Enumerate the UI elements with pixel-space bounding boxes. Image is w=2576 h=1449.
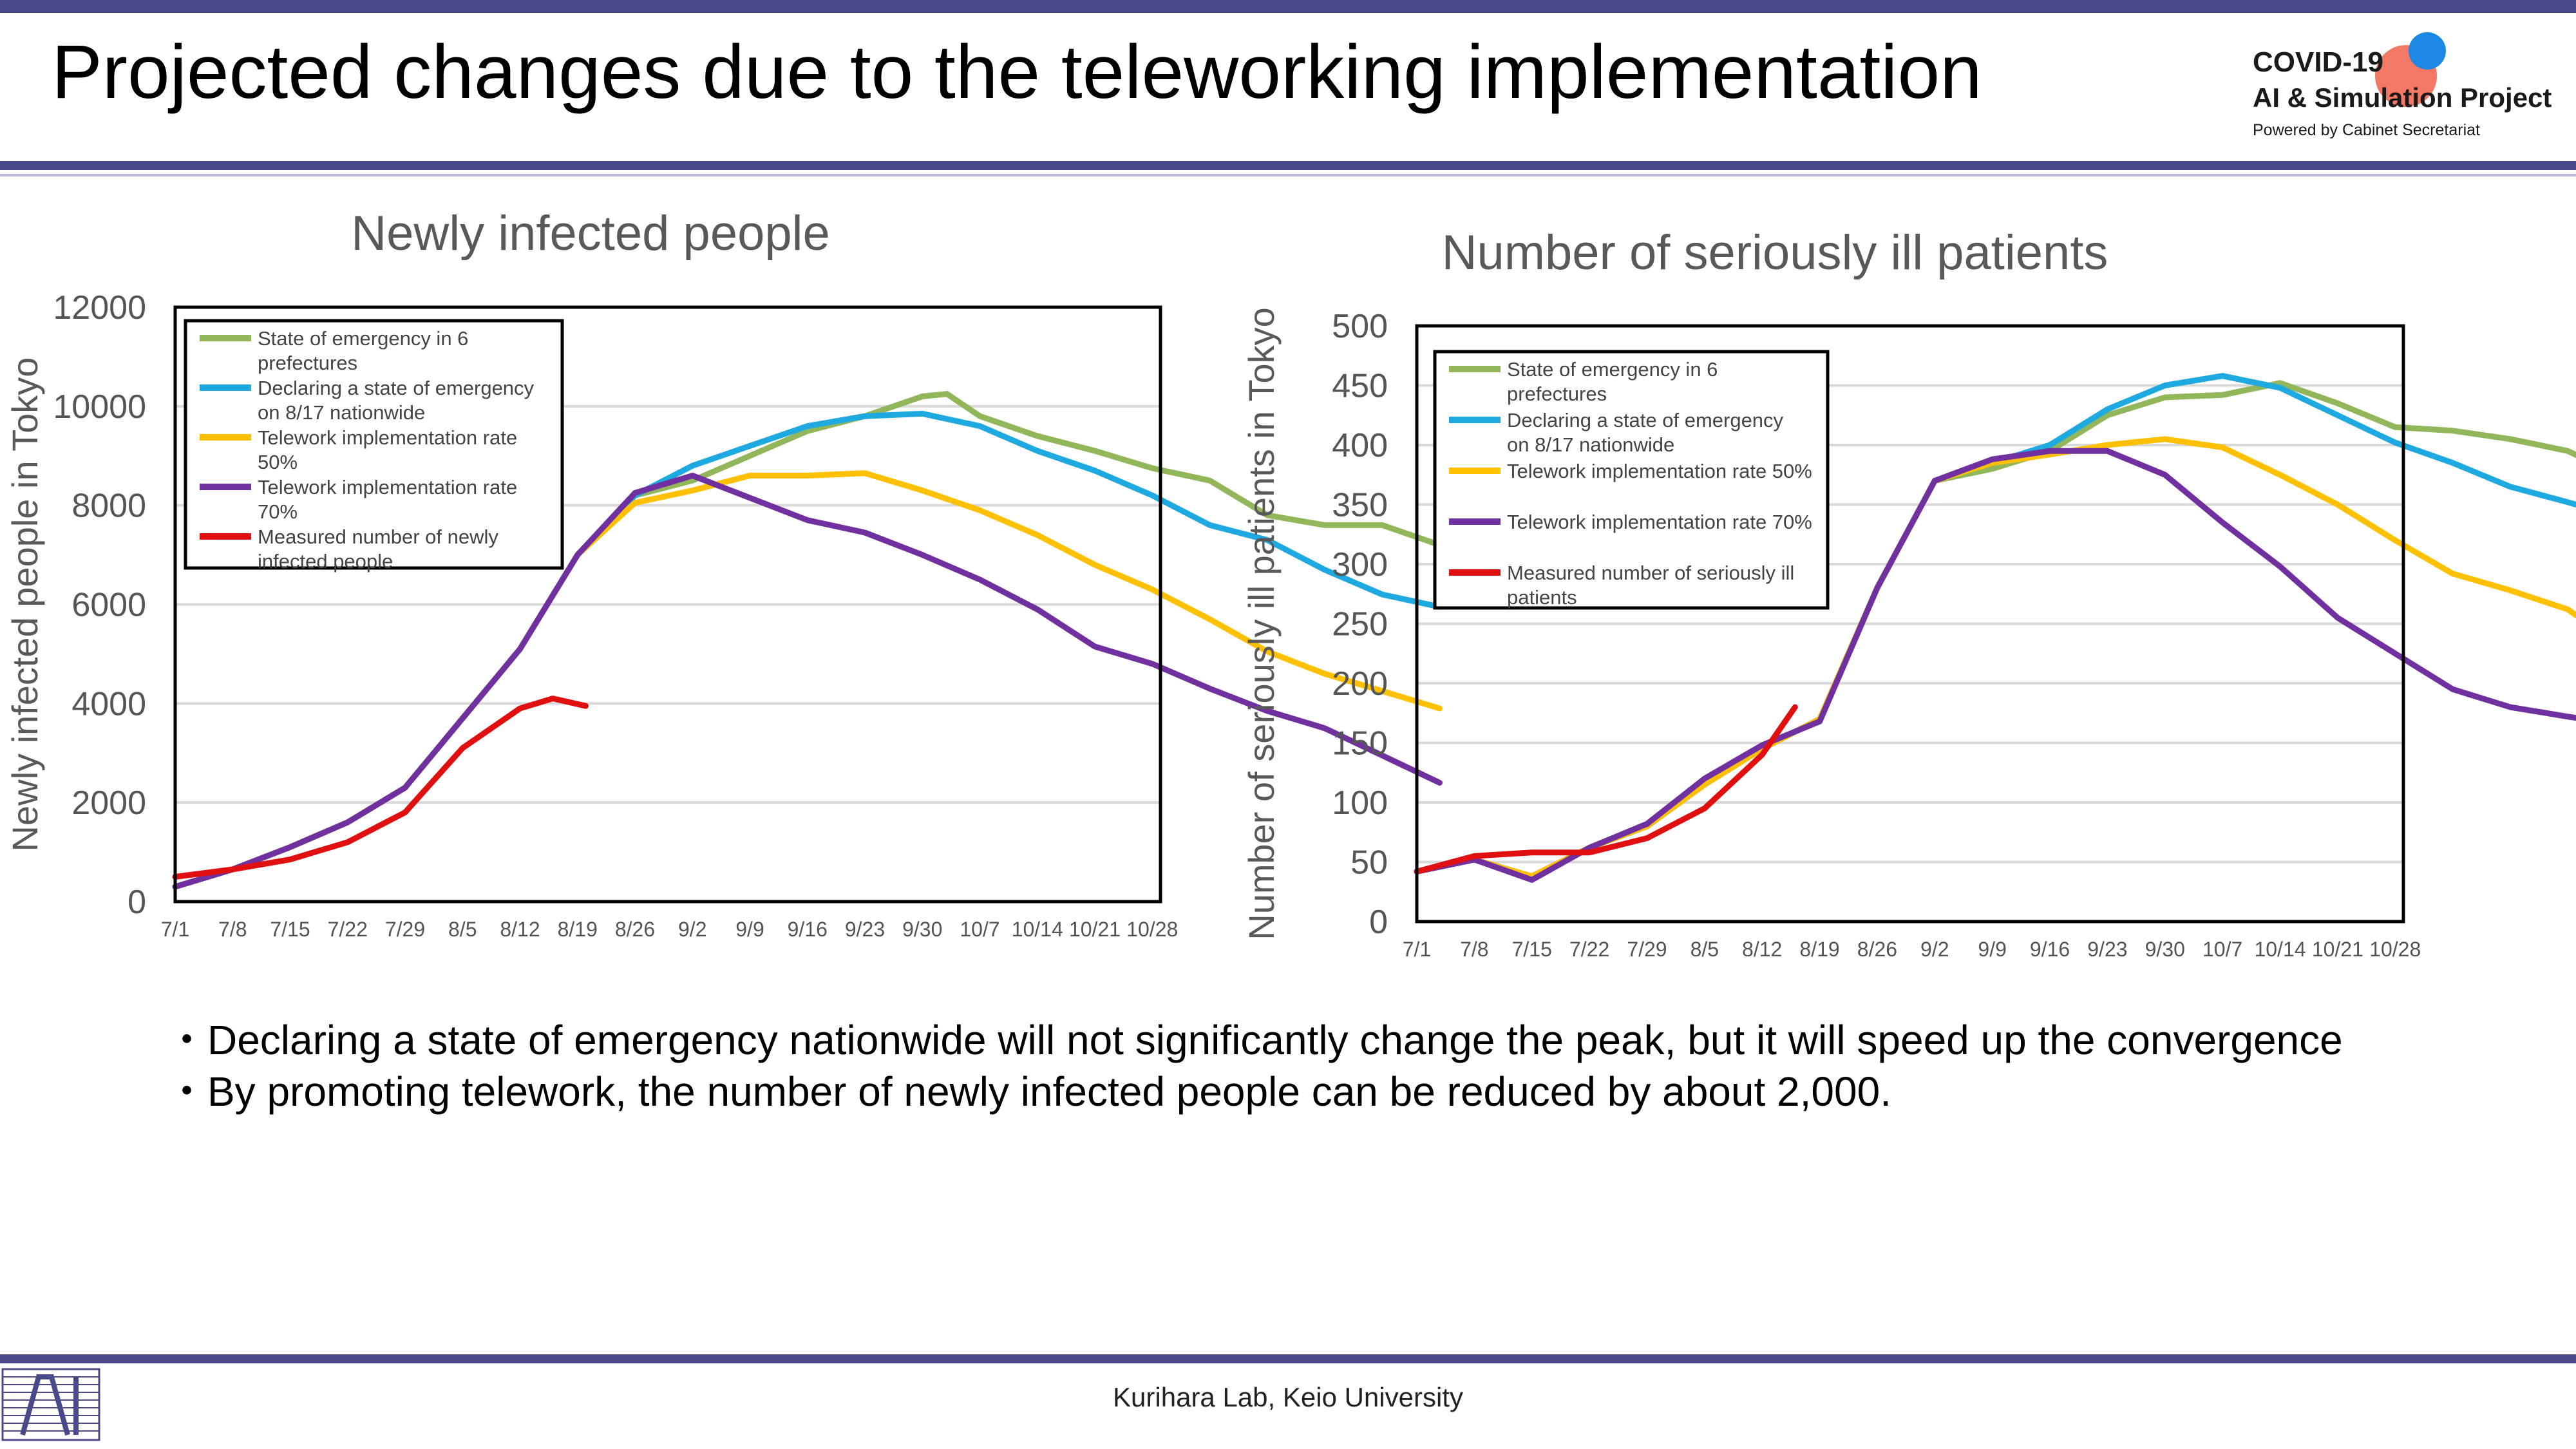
logo-line-1: COVID-19 bbox=[2253, 46, 2383, 78]
legend-entry-3: Telework implementation rate 50% bbox=[1507, 460, 1812, 482]
logo-blue-dot-icon bbox=[2409, 32, 2446, 70]
y-tick-label: 8000 bbox=[71, 488, 146, 525]
x-tick-label: 8/5 bbox=[448, 918, 477, 941]
plot-frame bbox=[173, 305, 1162, 904]
x-tick-label: 9/23 bbox=[845, 918, 885, 941]
x-tick-label: 9/2 bbox=[678, 918, 706, 941]
x-tick-label: 7/22 bbox=[328, 918, 368, 941]
footer-divider bbox=[0, 1354, 2576, 1363]
series-line-4 bbox=[172, 473, 1443, 890]
y-tick-label: 250 bbox=[1332, 606, 1388, 643]
legend-entry-5: Measured number of seriously ill patients bbox=[1507, 562, 1794, 609]
series-line-5 bbox=[172, 696, 589, 880]
y-tick-label: 150 bbox=[1332, 725, 1388, 762]
legend-entry-4: Telework implementation rate 70% bbox=[1507, 511, 1812, 533]
x-tick-label: 9/30 bbox=[902, 918, 942, 941]
page-title: Projected changes due to the teleworking… bbox=[52, 30, 1982, 115]
legend-entry-1: State of emergency in 6 prefectures bbox=[258, 327, 468, 374]
x-tick-label: 10/14 bbox=[1012, 918, 1063, 941]
x-tick-label: 7/8 bbox=[218, 918, 247, 941]
x-tick-label: 9/23 bbox=[2087, 938, 2127, 961]
y-tick-label: 10000 bbox=[53, 388, 146, 426]
legend-box bbox=[184, 319, 564, 570]
header-divider bbox=[0, 161, 2576, 170]
header-divider-thin bbox=[0, 174, 2576, 176]
x-tick-label: 8/12 bbox=[1742, 938, 1782, 961]
x-tick-label: 10/28 bbox=[1126, 918, 1178, 941]
y-tick-label: 6000 bbox=[71, 587, 146, 624]
series-line-4 bbox=[1414, 448, 2576, 883]
y-tick-label: 200 bbox=[1332, 665, 1388, 703]
legend-entry-3: Telework implementation rate 50% bbox=[258, 426, 517, 473]
x-tick-label: 10/21 bbox=[1069, 918, 1121, 941]
y-tick-label: 500 bbox=[1332, 308, 1388, 345]
y-tick-label: 12000 bbox=[53, 289, 146, 327]
legend-entry-2: Declaring a state of emergency on 8/17 na… bbox=[1507, 409, 1784, 456]
bullet-item: ・Declaring a state of emergency nationwi… bbox=[166, 1017, 2343, 1063]
x-tick-label: 7/15 bbox=[270, 918, 310, 941]
legend-entry-5: Measured number of newly infected people bbox=[258, 526, 498, 573]
chart-seriously-ill: Number of seriously ill patients 0 50 100 15… bbox=[1241, 225, 2576, 961]
y-tick-label: 0 bbox=[128, 884, 146, 921]
x-tick-label: 9/16 bbox=[788, 918, 828, 941]
project-logo: COVID-19 AI & Simulation Project Powered… bbox=[2253, 32, 2562, 148]
y-tick-label: 400 bbox=[1332, 427, 1388, 464]
chart-title: Newly infected people bbox=[351, 206, 830, 261]
x-tick-label: 10/7 bbox=[960, 918, 999, 941]
x-tick-label: 7/8 bbox=[1460, 938, 1488, 961]
x-tick-label: 7/1 bbox=[161, 918, 189, 941]
legend-entry-1: State of emergency in 6 prefectures bbox=[1507, 358, 1718, 405]
series-line-5 bbox=[1414, 704, 1798, 875]
y-tick-label: 2000 bbox=[71, 784, 146, 822]
x-tick-label: 9/9 bbox=[1978, 938, 2006, 961]
summary-bullets: ・Declaring a state of emergency nationwi… bbox=[166, 1014, 2343, 1117]
x-tick-label: 9/2 bbox=[1920, 938, 1949, 961]
x-tick-label: 9/30 bbox=[2145, 938, 2185, 961]
chart-title: Number of seriously ill patients bbox=[1442, 225, 2108, 280]
x-tick-label: 8/26 bbox=[1857, 938, 1897, 961]
x-tick-label: 9/16 bbox=[2030, 938, 2070, 961]
logo-line-2: AI & Simulation Project bbox=[2253, 82, 2552, 113]
x-tick-label: 10/14 bbox=[2254, 938, 2306, 961]
y-tick-label: 4000 bbox=[71, 685, 146, 723]
x-tick-label: 8/12 bbox=[500, 918, 540, 941]
x-tick-label: 7/29 bbox=[1627, 938, 1667, 961]
x-tick-label: 8/5 bbox=[1690, 938, 1719, 961]
x-tick-label: 7/15 bbox=[1512, 938, 1552, 961]
x-tick-label: 7/22 bbox=[1569, 938, 1609, 961]
x-tick-label: 8/19 bbox=[1799, 938, 1839, 961]
bullet-item: ・By promoting telework, the number of ne… bbox=[166, 1068, 1891, 1115]
legend-entry-4: Telework implementation rate 70% bbox=[258, 476, 517, 523]
y-tick-label: 450 bbox=[1332, 368, 1388, 405]
x-tick-label: 10/28 bbox=[2369, 938, 2421, 961]
x-tick-label: 8/26 bbox=[615, 918, 655, 941]
y-tick-label: 300 bbox=[1332, 546, 1388, 583]
x-tick-label: 7/29 bbox=[385, 918, 425, 941]
y-tick-label: 350 bbox=[1332, 487, 1388, 524]
footer-credit: Kurihara Lab, Keio University bbox=[1113, 1382, 1463, 1412]
legend-entry-2: Declaring a state of emergency on 8/17 na… bbox=[258, 377, 535, 424]
logo-line-3: Powered by Cabinet Secretariat bbox=[2253, 121, 2480, 139]
x-tick-label: 10/7 bbox=[2202, 938, 2242, 961]
chart-newly-infected: Newly infected people0200040006000800010… bbox=[5, 206, 1443, 941]
lab-logo-icon bbox=[1, 1368, 100, 1441]
x-tick-label: 9/9 bbox=[735, 918, 764, 941]
y-axis-label: Newly infected people in Tokyo bbox=[5, 357, 45, 852]
y-tick-label: 50 bbox=[1350, 844, 1388, 882]
x-tick-label: 8/19 bbox=[558, 918, 598, 941]
y-tick-label: 100 bbox=[1332, 784, 1388, 822]
legend-box bbox=[1433, 350, 1830, 610]
y-tick-label: 0 bbox=[1369, 904, 1388, 941]
plot-frame bbox=[1415, 324, 2405, 923]
x-tick-label: 7/1 bbox=[1403, 938, 1431, 961]
top-accent-bar bbox=[0, 0, 2576, 13]
y-axis-label: Number of seriously ill patients in Toky… bbox=[1241, 307, 1282, 940]
x-tick-label: 10/21 bbox=[2312, 938, 2363, 961]
